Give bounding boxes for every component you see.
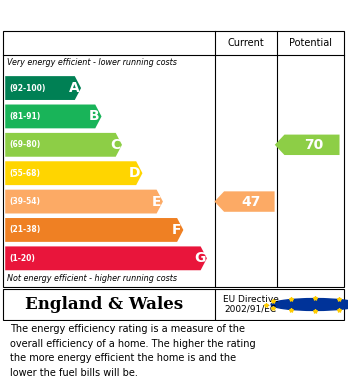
Polygon shape [5, 190, 163, 213]
Text: 47: 47 [242, 195, 261, 208]
Text: F: F [172, 223, 182, 237]
Polygon shape [5, 246, 207, 270]
Text: 2002/91/EC: 2002/91/EC [224, 305, 277, 314]
Ellipse shape [271, 299, 348, 310]
Text: (69-80): (69-80) [9, 140, 41, 149]
Polygon shape [5, 218, 183, 242]
Text: (55-68): (55-68) [9, 169, 40, 178]
Polygon shape [5, 161, 142, 185]
Text: Current: Current [228, 38, 264, 48]
Text: D: D [129, 166, 141, 180]
Text: 70: 70 [304, 138, 323, 152]
Text: Energy Efficiency Rating: Energy Efficiency Rating [10, 7, 220, 23]
Polygon shape [275, 135, 340, 155]
Text: B: B [89, 109, 100, 124]
Text: The energy efficiency rating is a measure of the
overall efficiency of a home. T: The energy efficiency rating is a measur… [10, 325, 256, 378]
Text: (39-54): (39-54) [9, 197, 40, 206]
Text: (92-100): (92-100) [9, 84, 46, 93]
Text: C: C [110, 138, 120, 152]
Polygon shape [214, 191, 275, 212]
Text: Very energy efficient - lower running costs: Very energy efficient - lower running co… [7, 58, 177, 67]
Text: Potential: Potential [289, 38, 332, 48]
Text: A: A [69, 81, 79, 95]
Polygon shape [5, 76, 81, 100]
Text: (21-38): (21-38) [9, 226, 41, 235]
Polygon shape [5, 104, 102, 128]
Text: Not energy efficient - higher running costs: Not energy efficient - higher running co… [7, 274, 177, 283]
Polygon shape [5, 133, 122, 157]
Text: (1-20): (1-20) [9, 254, 35, 263]
Text: (81-91): (81-91) [9, 112, 41, 121]
Text: England & Wales: England & Wales [25, 296, 183, 313]
Text: E: E [152, 195, 161, 208]
Text: EU Directive: EU Directive [223, 295, 278, 304]
Text: G: G [194, 251, 205, 265]
